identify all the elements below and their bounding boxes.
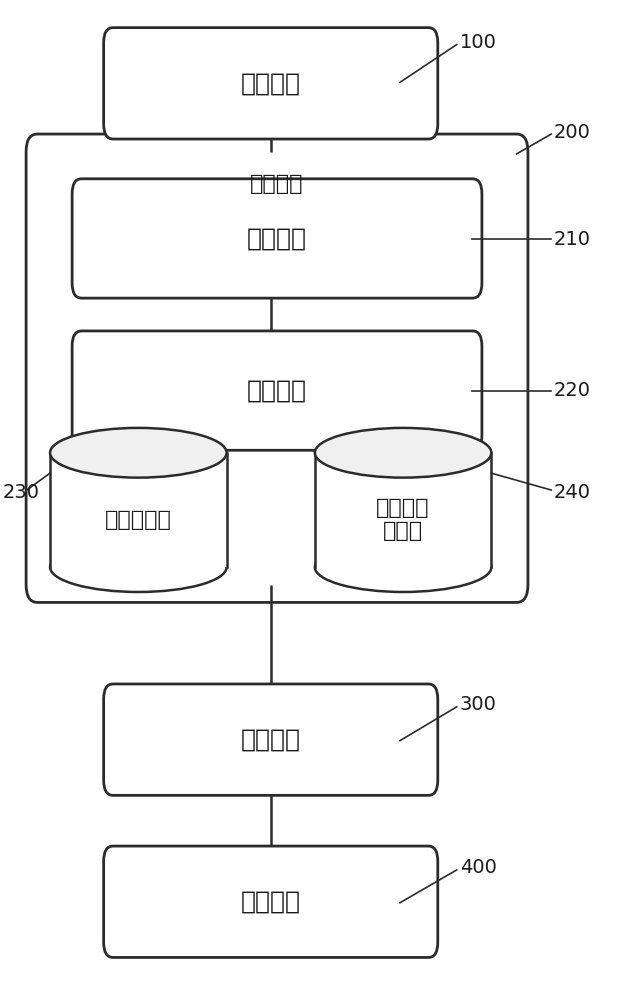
FancyBboxPatch shape [72, 179, 482, 298]
Text: 230: 230 [3, 483, 40, 502]
FancyBboxPatch shape [104, 28, 438, 139]
Ellipse shape [50, 428, 226, 478]
Text: 300: 300 [460, 695, 497, 714]
FancyBboxPatch shape [72, 331, 482, 450]
Bar [315, 453, 492, 567]
FancyBboxPatch shape [104, 684, 438, 795]
Text: 打印设备: 打印设备 [240, 890, 301, 914]
Text: 100: 100 [460, 33, 497, 52]
FancyBboxPatch shape [26, 134, 528, 602]
Text: 400: 400 [460, 858, 497, 877]
Text: 摄像设备: 摄像设备 [240, 71, 301, 95]
Text: 识别设备: 识别设备 [251, 174, 304, 194]
Text: 称量属性
数据库: 称量属性 数据库 [377, 498, 430, 541]
Ellipse shape [315, 542, 492, 592]
Text: 210: 210 [554, 230, 591, 249]
Text: 240: 240 [554, 483, 591, 502]
FancyBboxPatch shape [104, 846, 438, 957]
Text: 特征数据库: 特征数据库 [105, 510, 172, 530]
Text: 查找模块: 查找模块 [247, 379, 307, 403]
Text: 200: 200 [554, 123, 591, 142]
Bar [50, 453, 226, 567]
Ellipse shape [50, 542, 226, 592]
Text: 220: 220 [554, 381, 591, 400]
Ellipse shape [315, 428, 492, 478]
Text: 称重设备: 称重设备 [240, 728, 301, 752]
Text: 提取模块: 提取模块 [247, 226, 307, 250]
